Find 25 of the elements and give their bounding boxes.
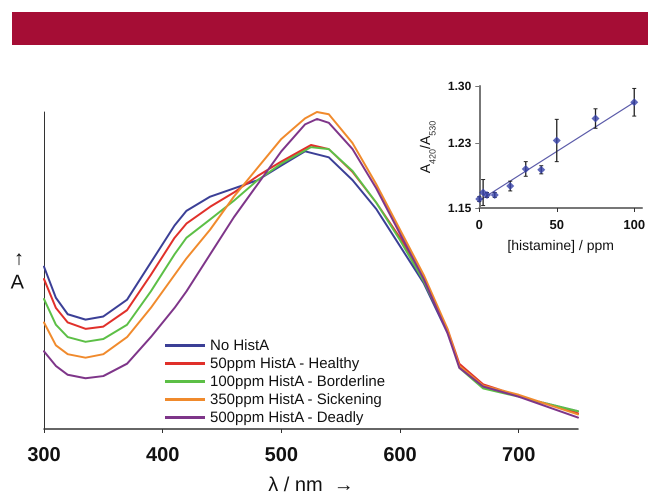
y-axis-title: ↑ A (10, 248, 25, 294)
x-tick-label: 100 (623, 217, 646, 232)
x-tick-label: 700 (502, 444, 536, 466)
x-tick-label: 300 (27, 444, 61, 466)
x-tick-label: 600 (383, 444, 417, 466)
legend-label: 350ppm HistA - Sickening (210, 391, 382, 408)
x-tick-label: 500 (264, 444, 298, 466)
y-axis-title: A420/A530 (417, 120, 438, 174)
point (592, 114, 600, 123)
x-axis-title: [histamine] / ppm (507, 237, 614, 253)
y-tick-label: 1.23 (448, 136, 472, 150)
x-tick-label: 0 (476, 217, 483, 232)
point (630, 98, 638, 106)
x-axis-title: λ / nm → (268, 474, 354, 496)
point (475, 195, 484, 204)
legend-label: 100ppm HistA - Borderline (210, 373, 386, 390)
y-tick-label: 1.30 (448, 79, 472, 93)
legend-label: 50ppm HistA - Healthy (210, 355, 360, 372)
y-tick-label: 1.15 (448, 201, 472, 215)
x-tick-label: 400 (146, 444, 180, 466)
point (522, 164, 530, 173)
x-tick-label: 50 (550, 217, 564, 232)
point (552, 136, 561, 144)
legend-label: No HistA (210, 337, 270, 354)
legend-label: 500ppm HistA - Deadly (210, 409, 364, 426)
